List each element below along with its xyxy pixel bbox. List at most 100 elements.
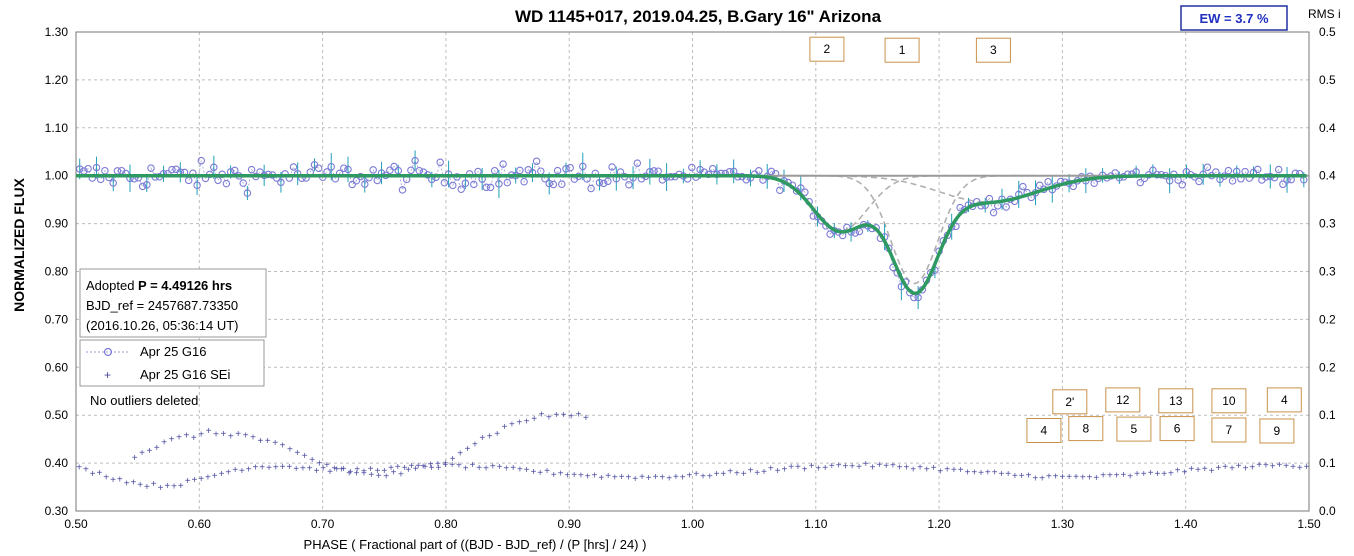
rms-point: + <box>978 468 984 479</box>
dip-label-text: 12 <box>1116 393 1130 407</box>
rms-point: + <box>1019 471 1025 482</box>
flux-point <box>386 166 394 174</box>
rms-point: + <box>561 410 567 421</box>
dip-labels: 2 1 32' 12 13 10 44 8 5 6 7 9 <box>809 36 1302 444</box>
y-tick-label: 1.10 <box>45 121 69 135</box>
flux-point <box>1002 203 1010 211</box>
rms-point: + <box>151 479 157 490</box>
rms-point: + <box>161 438 167 449</box>
rms-point: + <box>293 464 299 475</box>
flux-point <box>1019 182 1027 191</box>
flux-point <box>1136 178 1145 187</box>
legend-marker-rms: + <box>104 368 111 382</box>
rms-point: + <box>228 432 234 443</box>
rms-point: + <box>904 463 910 474</box>
y-tick-label: 1.20 <box>45 73 69 87</box>
rms-point: + <box>158 483 164 494</box>
rms-point: + <box>327 467 333 478</box>
flux-point <box>407 166 415 175</box>
rms-point: + <box>565 471 571 482</box>
rms-point: + <box>1249 463 1255 474</box>
rms-point: + <box>1209 466 1215 477</box>
rms-point: + <box>612 473 618 484</box>
flux-point <box>109 179 117 187</box>
flux-point <box>499 160 507 168</box>
y-axis-label: NORMALIZED FLUX <box>11 177 27 311</box>
rms-point: + <box>192 475 198 486</box>
y-tick-label: 0.80 <box>45 265 69 279</box>
flux-point <box>495 180 503 188</box>
info-line3: (2016.10.26, 05:36:14 UT) <box>86 318 239 333</box>
legend-marker-flux <box>103 347 113 357</box>
rms-point: + <box>1148 468 1154 479</box>
flux-point <box>566 163 574 172</box>
rms-point: + <box>457 449 463 460</box>
dip-label-12: 7 <box>1211 417 1247 443</box>
rms-point: + <box>917 462 923 473</box>
rms-point: + <box>253 462 259 473</box>
x-tick-label: 0.70 <box>311 517 335 531</box>
rms-point: + <box>103 472 109 483</box>
rms-point: + <box>687 471 693 482</box>
dip-label-7: 4 <box>1266 387 1302 413</box>
flux-point <box>436 158 444 167</box>
dip-label-text: 1 <box>899 43 906 57</box>
flux-point <box>1165 176 1174 185</box>
flux-point <box>1149 166 1157 175</box>
dip-label-9: 8 <box>1068 416 1104 442</box>
dip-label-3: 2' <box>1052 389 1088 415</box>
rms-point: + <box>605 471 611 482</box>
rms-point: + <box>185 476 191 487</box>
rms-point: + <box>592 471 598 482</box>
rms-point: + <box>361 466 367 477</box>
rms-point: + <box>741 469 747 480</box>
x-tick-label: 1.00 <box>681 517 705 531</box>
x-tick-label: 0.90 <box>558 517 582 531</box>
flux-point <box>222 179 231 188</box>
rms-point: + <box>90 469 96 480</box>
rms-point: + <box>250 433 256 444</box>
dip-label-text: 2 <box>824 42 831 56</box>
flux-point <box>1274 165 1283 174</box>
x-tick-label: 1.10 <box>804 517 828 531</box>
flux-point <box>390 162 398 171</box>
rms-point: + <box>524 465 530 476</box>
dip-label-2: 3 <box>975 37 1011 63</box>
rms-point: + <box>1161 469 1167 480</box>
dip-label-text: 4 <box>1041 424 1048 438</box>
rms-point: + <box>1032 474 1038 485</box>
rms-point: + <box>294 448 300 459</box>
rms-point: + <box>829 461 835 472</box>
y-tick-label: 0.90 <box>45 217 69 231</box>
rms-point: + <box>154 443 160 454</box>
rms-point: + <box>243 431 249 442</box>
flux-point <box>545 179 553 188</box>
rms-point: + <box>497 462 503 473</box>
rms-point: + <box>509 420 515 431</box>
flux-point <box>147 164 155 172</box>
rms-point: + <box>169 435 175 446</box>
rms-point: + <box>272 438 278 449</box>
rms-point: + <box>1229 463 1235 474</box>
y2-tick-label: 0.5 <box>1319 73 1336 87</box>
rms-point: + <box>1263 460 1269 471</box>
rms-point: + <box>985 467 991 478</box>
rms-point: + <box>693 469 699 480</box>
dip-label-8: 4 <box>1026 418 1062 443</box>
rms-point: + <box>428 460 434 471</box>
flux-point <box>520 177 528 186</box>
rms-point: + <box>568 412 574 423</box>
flux-point <box>168 165 176 174</box>
flux-point <box>84 164 92 173</box>
y2-tick-label: 0.4 <box>1319 169 1336 183</box>
rms-point: + <box>632 474 638 485</box>
rms-point: + <box>1012 471 1018 482</box>
rms-point: + <box>876 460 882 471</box>
dip-label-4: 12 <box>1105 387 1141 413</box>
model-components <box>643 174 1184 285</box>
y2-tick-label: 0.2 <box>1319 360 1336 374</box>
rms-point: + <box>171 481 177 492</box>
flux-point <box>92 163 101 172</box>
rms-point: + <box>490 461 496 472</box>
rms-point: + <box>558 469 564 480</box>
